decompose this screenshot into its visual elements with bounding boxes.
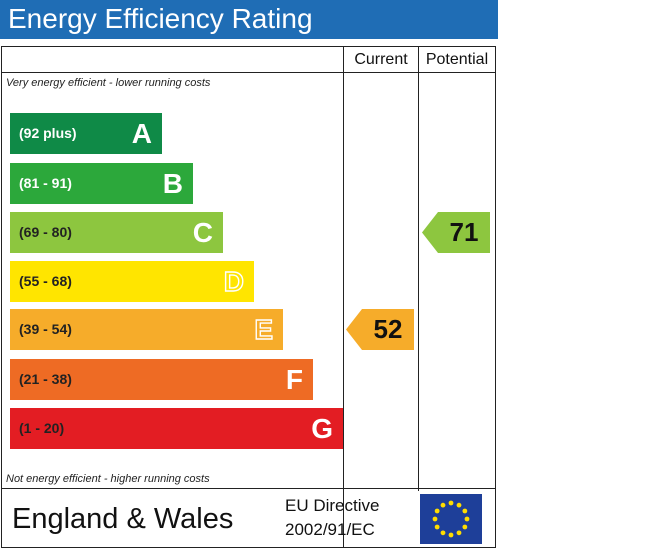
header-divider bbox=[1, 72, 496, 73]
current-column-divider bbox=[343, 46, 344, 548]
bottom-note: Not energy efficient - higher running co… bbox=[6, 473, 210, 485]
band-f: (21 - 38) F bbox=[10, 359, 313, 400]
eu-star-icon bbox=[432, 516, 438, 522]
eu-star-icon bbox=[440, 530, 446, 536]
band-c-letter: C bbox=[192, 217, 213, 248]
band-d-letter: D bbox=[223, 265, 245, 297]
eu-star-icon bbox=[462, 524, 468, 530]
band-b-range: (81 - 91) bbox=[19, 175, 72, 191]
band-g-range: (1 - 20) bbox=[19, 420, 65, 436]
footer-country: England & Wales bbox=[12, 503, 234, 535]
potential-column-header: Potential bbox=[425, 51, 489, 68]
eu-star-icon bbox=[434, 508, 440, 514]
top-note: Very energy efficient - lower running co… bbox=[6, 77, 211, 89]
band-c: (69 - 80) C bbox=[10, 212, 223, 253]
band-e-letter: E bbox=[254, 313, 274, 345]
eu-star-icon bbox=[456, 530, 462, 536]
band-e: (39 - 54) E bbox=[10, 309, 283, 350]
band-a: (92 plus) A bbox=[10, 113, 162, 154]
eu-stars bbox=[432, 500, 470, 538]
band-e-range: (39 - 54) bbox=[19, 321, 72, 337]
band-f-range: (21 - 38) bbox=[19, 371, 72, 387]
potential-arrow-shape bbox=[422, 212, 490, 253]
band-b: (81 - 91) B bbox=[10, 163, 193, 204]
eu-star-icon bbox=[464, 516, 470, 522]
band-b-letter: B bbox=[162, 168, 183, 199]
eu-star-icon bbox=[462, 508, 468, 514]
band-f-letter: F bbox=[285, 364, 303, 395]
current-rating-arrow: 52 bbox=[346, 309, 414, 350]
chart-title: Energy Efficiency Rating bbox=[8, 3, 313, 34]
potential-rating-value: 71 bbox=[449, 217, 479, 247]
eu-star-icon bbox=[440, 502, 446, 508]
band-a-letter: A bbox=[131, 118, 152, 149]
band-g-letter: G bbox=[311, 413, 333, 444]
current-column-header: Current bbox=[354, 51, 408, 68]
potential-rating-arrow: 71 bbox=[422, 212, 490, 253]
rating-table-frame bbox=[1, 46, 496, 548]
eu-star-icon bbox=[448, 532, 454, 538]
title-bar: Energy Efficiency Rating bbox=[0, 0, 498, 39]
eu-flag-icon bbox=[420, 494, 482, 544]
band-a-range: (92 plus) bbox=[19, 125, 77, 141]
band-g: (1 - 20) G bbox=[10, 408, 343, 449]
band-d-range: (55 - 68) bbox=[19, 273, 72, 289]
potential-column-divider bbox=[418, 46, 419, 491]
footer-divider bbox=[1, 488, 496, 489]
directive-line-1: EU Directive bbox=[285, 496, 380, 515]
directive-line-2: 2002/91/EC bbox=[285, 520, 375, 539]
current-rating-value: 52 bbox=[373, 314, 403, 344]
eu-star-icon bbox=[434, 524, 440, 530]
band-c-range: (69 - 80) bbox=[19, 224, 72, 240]
eu-star-icon bbox=[456, 502, 462, 508]
band-d: (55 - 68) D bbox=[10, 261, 254, 302]
footer-directive: EU Directive 2002/91/EC bbox=[285, 494, 379, 542]
current-arrow-shape bbox=[346, 309, 414, 350]
eu-star-icon bbox=[448, 500, 454, 506]
